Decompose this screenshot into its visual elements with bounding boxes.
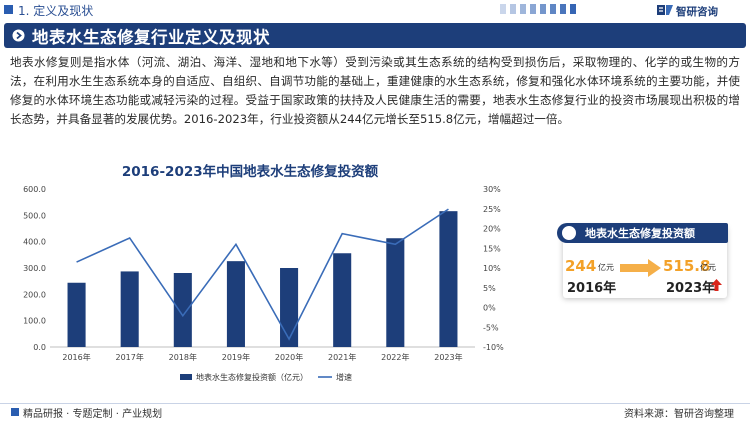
footer-tagline: 精品研报 · 专题定制 · 产业规划	[23, 409, 163, 420]
section-title: 1. 定义及现状	[18, 4, 94, 18]
end-unit: 亿元	[700, 263, 716, 272]
y-right-tick-label: 5%	[483, 284, 496, 293]
brand-logo: 智研咨询	[656, 3, 746, 19]
y-left-tick-label: 500.0	[23, 211, 46, 220]
x-tick-label: 2022年	[381, 352, 409, 362]
y-right-tick-label: 30%	[483, 185, 501, 194]
y-right-tick-label: -10%	[483, 343, 504, 352]
card-header: 地表水生态修复投资额	[557, 223, 728, 243]
x-tick-label: 2016年	[62, 352, 90, 362]
stripe-decoration	[510, 4, 516, 14]
logo-text: 智研咨询	[676, 6, 718, 18]
y-right-tick-label: 10%	[483, 264, 501, 273]
chevron-right-icon	[12, 29, 25, 42]
y-right-tick-label: 0%	[483, 304, 496, 313]
start-unit: 亿元	[598, 263, 614, 272]
bar	[280, 268, 299, 347]
x-tick-label: 2020年	[275, 352, 303, 362]
end-year: 2023年	[666, 281, 716, 296]
bar	[226, 261, 245, 347]
y-left-tick-label: 600.0	[23, 185, 46, 194]
legend-bar-swatch	[180, 374, 192, 380]
y-right-tick-label: -5%	[483, 323, 499, 332]
y-right-tick-label: 25%	[483, 205, 501, 214]
circle-icon	[560, 224, 578, 242]
stripe-decoration	[560, 4, 566, 14]
stripe-decoration	[520, 4, 526, 14]
bar	[439, 211, 458, 347]
start-value: 244	[565, 257, 597, 275]
x-tick-label: 2023年	[434, 352, 462, 362]
legend-bar-label: 地表水生态修复投资额（亿元）	[196, 372, 308, 382]
bar	[333, 253, 352, 347]
x-tick-label: 2017年	[116, 352, 144, 362]
card-label: 地表水生态修复投资额	[585, 227, 695, 240]
y-left-tick-label: 300.0	[23, 264, 46, 273]
x-tick-label: 2018年	[169, 352, 197, 362]
section-marker	[4, 5, 13, 14]
y-left-tick-label: 200.0	[23, 290, 46, 299]
y-left-tick-label: 400.0	[23, 238, 46, 247]
bar	[120, 271, 139, 347]
bar	[173, 273, 192, 347]
y-right-tick-label: 15%	[483, 244, 501, 253]
stripe-decoration	[570, 4, 576, 14]
growth-line	[76, 208, 449, 341]
investment-chart: 0.0 100.0 200.0 300.0 400.0 500.0 600.0 -10% -5%…	[23, 185, 504, 382]
summary-card: 地表水生态修复投资额	[557, 223, 728, 298]
end-value: 515.8	[663, 257, 711, 275]
legend-line-label: 增速	[336, 372, 352, 382]
start-year: 2016年	[567, 281, 617, 296]
stripe-decoration	[530, 4, 536, 14]
page-title: 地表水生态修复行业定义及现状	[32, 28, 270, 47]
logo-icon	[657, 5, 673, 15]
chart-title: 2016-2023年中国地表水生态修复投资额	[121, 164, 379, 180]
bar	[386, 238, 405, 347]
intro-paragraph: 地表水修复则是指水体（河流、湖泊、海洋、湿地和地下水等）受到污染或其生态系统的结…	[10, 55, 740, 126]
growth-arrow-icon	[620, 259, 661, 277]
y-right-tick-label: 20%	[483, 225, 501, 234]
x-tick-label: 2019年	[222, 352, 250, 362]
title-banner: 地表水生态修复行业定义及现状	[4, 23, 746, 48]
footer-source: 资料来源：智研咨询整理	[624, 409, 734, 420]
stripe-decoration	[550, 4, 556, 14]
footer-marker	[11, 408, 19, 416]
x-tick-label: 2021年	[328, 352, 356, 362]
y-left-tick-label: 0.0	[33, 343, 46, 352]
bar	[67, 282, 86, 347]
stripe-decoration	[500, 4, 506, 14]
footer-bar: 精品研报 · 专题定制 · 产业规划 资料来源：智研咨询整理	[0, 398, 750, 421]
up-arrow-icon	[711, 279, 722, 291]
top-bar: 1. 定义及现状 智研咨询	[0, 0, 750, 22]
y-left-tick-label: 100.0	[23, 317, 46, 326]
stripe-decoration	[540, 4, 546, 14]
footer-divider	[0, 403, 750, 404]
